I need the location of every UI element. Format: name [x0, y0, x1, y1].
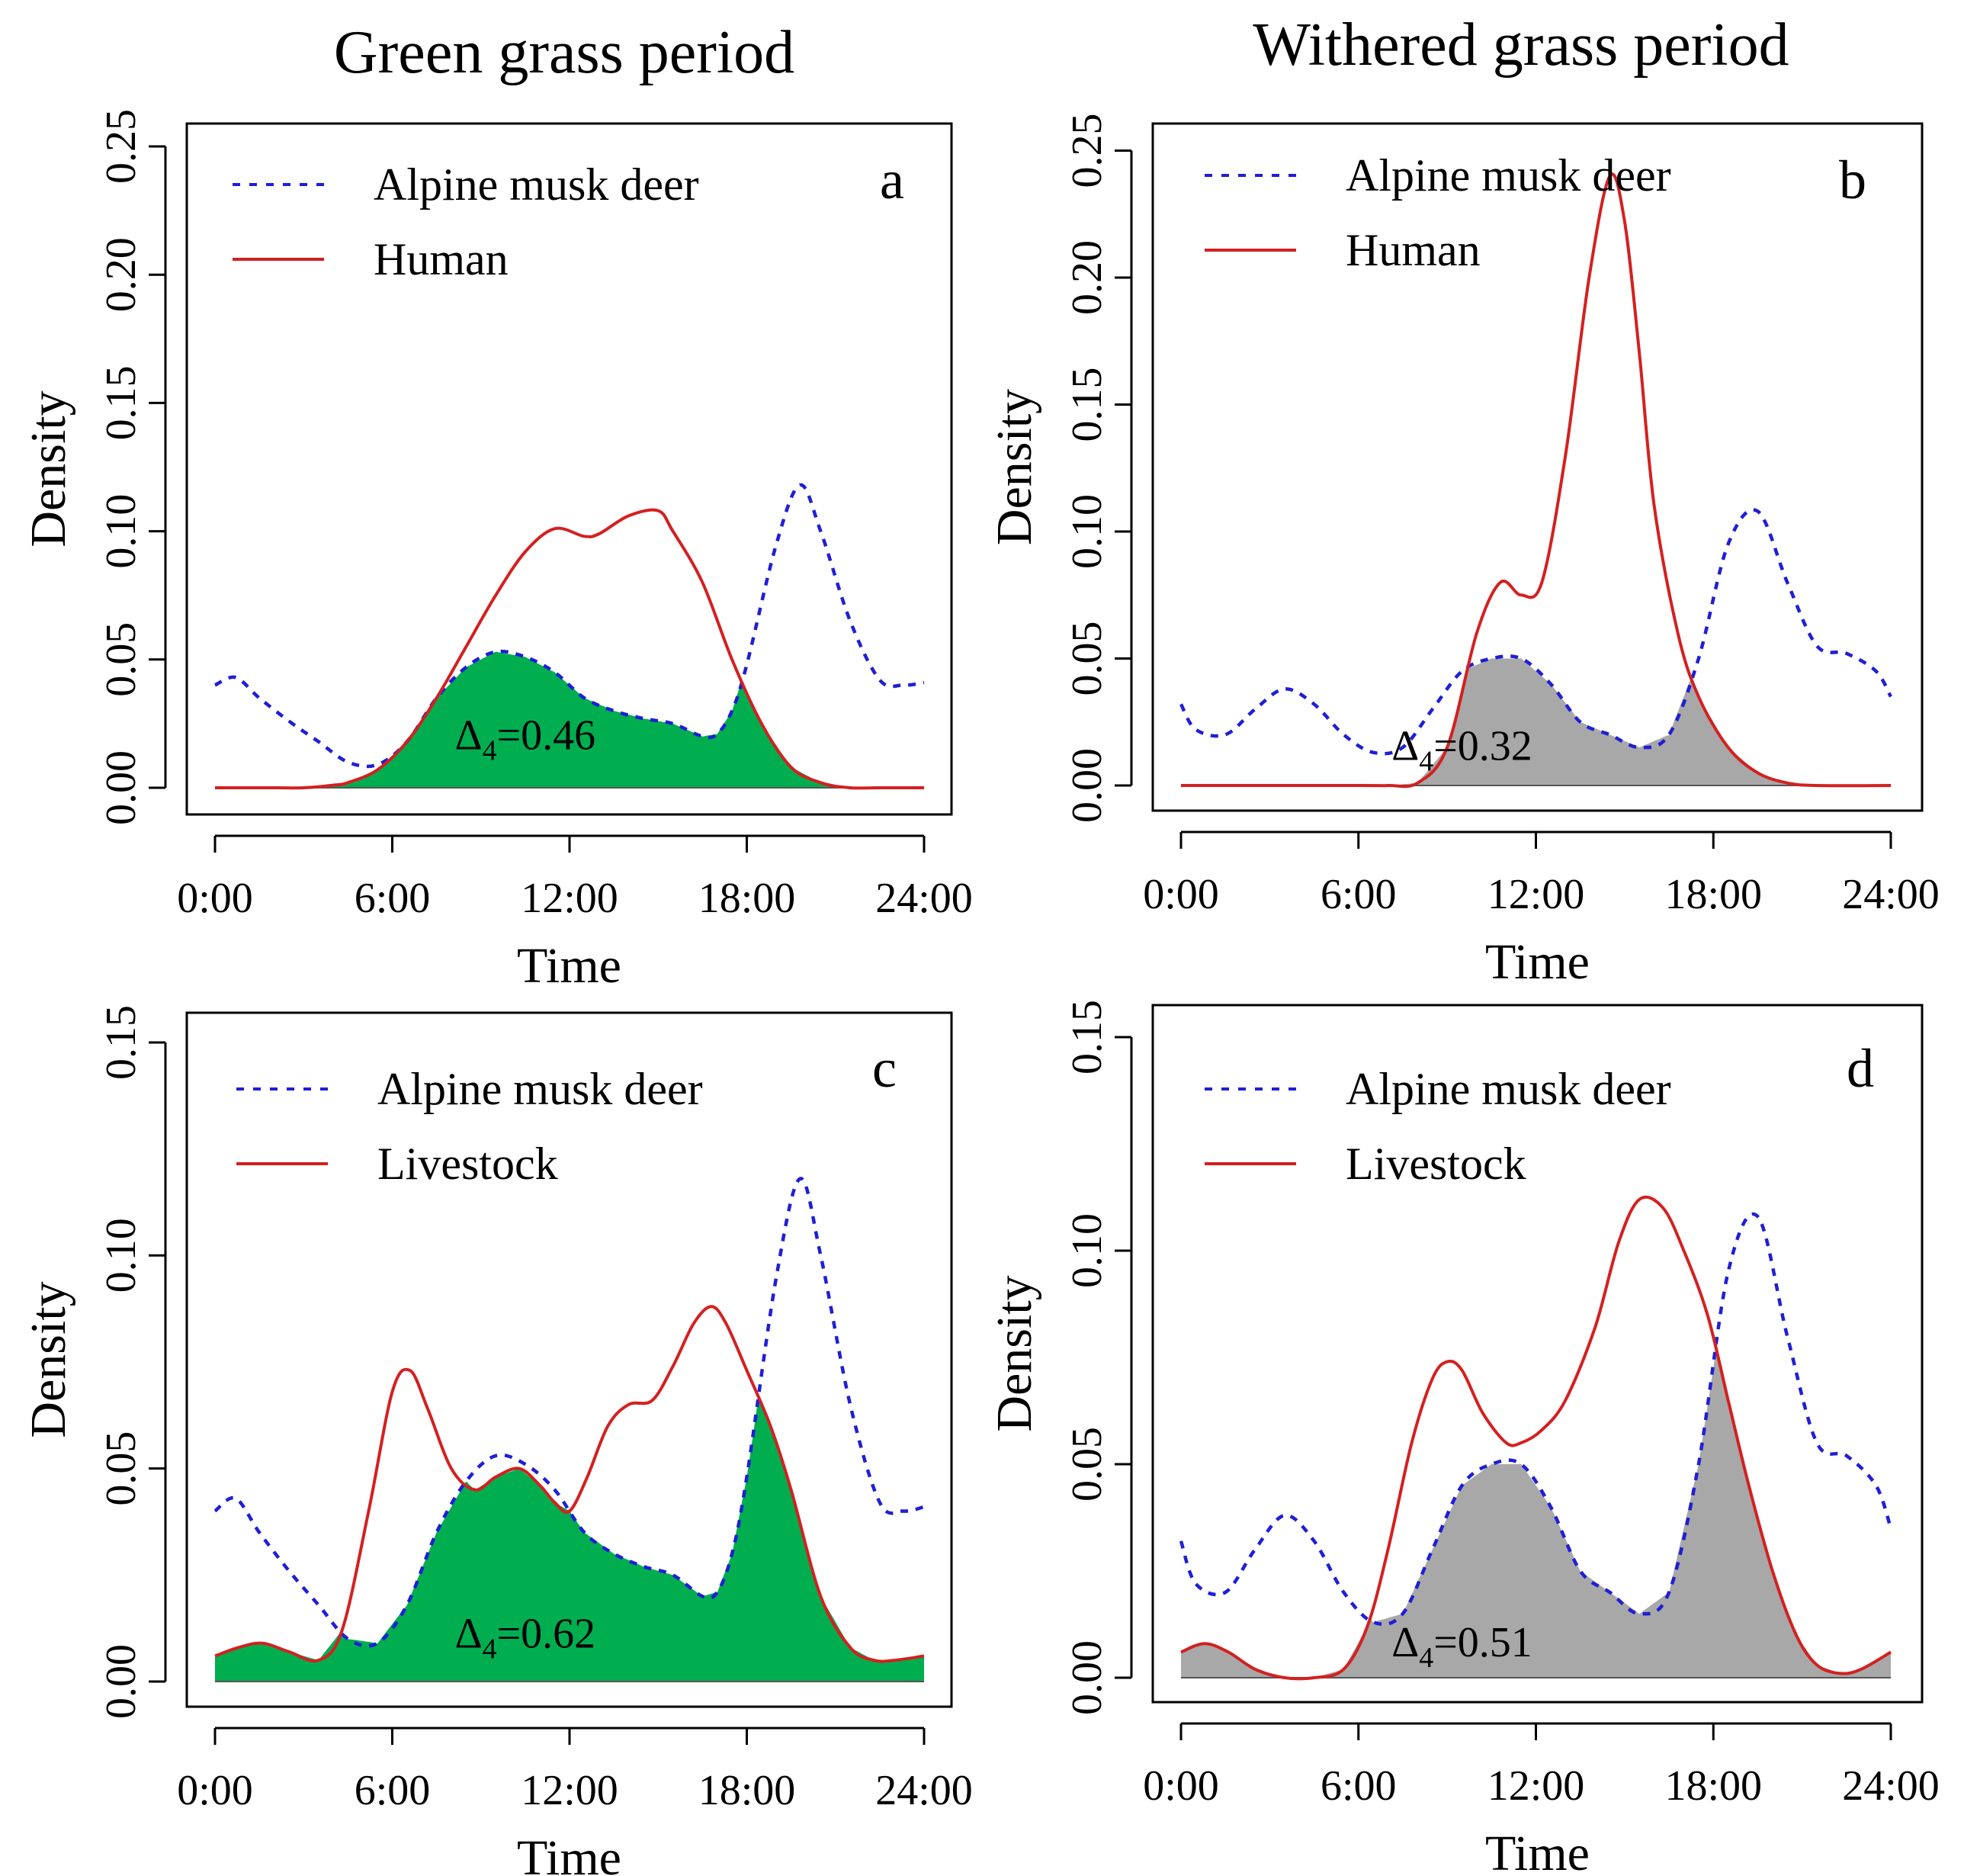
- x-axis-title: Time: [517, 1830, 621, 1876]
- overlap-area: [1181, 658, 1891, 786]
- panel-d: 0:00 6:00 12:00 18:00 24:00 0.00 0.05 0.10 0.15 T…: [987, 1000, 1940, 1876]
- overlap-area: [215, 651, 924, 789]
- y-tick-label: 0.05: [1064, 1427, 1111, 1502]
- panel-b: 0:00 6:00 12:00 18:00 24:00 0.00 0.05 0.10 0.15 0…: [987, 114, 1940, 991]
- y-tick-label: 0.10: [1064, 1213, 1111, 1288]
- y-tick-label: 0.25: [1064, 114, 1111, 188]
- plot-frame: [185, 122, 953, 816]
- panel-a: 0:00 6:00 12:00 18:00 24:00 0.00 0.05 0.10 0.15 0…: [21, 109, 973, 994]
- y-tick-label: 0.10: [1064, 494, 1111, 569]
- y-tick-label: 0.20: [1064, 240, 1111, 315]
- x-tick-label: 0:00: [1143, 1762, 1219, 1810]
- panel-letter: c: [872, 1038, 897, 1099]
- series-line-musk-deer: [1179, 1212, 1893, 1627]
- y-tick-label: 0.15: [1064, 368, 1111, 442]
- x-tick-label: 18:00: [1664, 871, 1762, 918]
- series-line-livestock: [1180, 1195, 1892, 1681]
- overlap-area: [215, 1398, 924, 1682]
- panel-letter: d: [1847, 1038, 1874, 1099]
- legend-label: Human: [1346, 225, 1481, 275]
- y-tick-label: 0.00: [98, 750, 145, 825]
- y-axis-title: Density: [987, 1275, 1042, 1431]
- x-tick-label: 24:00: [875, 875, 973, 922]
- series-line-musk-deer: [213, 1177, 925, 1648]
- y-tick-label: 0.20: [98, 237, 145, 312]
- x-tick-label: 18:00: [698, 1767, 796, 1814]
- overlap-coefficient-label: Δ4=0.32: [1391, 723, 1532, 778]
- series-line-musk-deer: [214, 483, 925, 769]
- x-tick-label: 12:00: [1487, 871, 1585, 918]
- panel-letter: a: [880, 149, 904, 210]
- x-axis-title: Time: [517, 938, 621, 994]
- column-title-withered: Withered grass period: [1253, 11, 1789, 79]
- y-tick-label: 0.25: [98, 109, 145, 184]
- overlap-area: [1181, 1351, 1891, 1678]
- x-tick-label: 0:00: [1143, 871, 1219, 918]
- y-tick-label: 0.00: [98, 1644, 145, 1719]
- overlap-coefficient-label: Δ4=0.51: [1391, 1619, 1532, 1674]
- plot-frame: [185, 1011, 953, 1708]
- plot-frame: [1151, 1004, 1924, 1704]
- x-tick-label: 12:00: [1487, 1762, 1585, 1810]
- x-tick-label: 6:00: [355, 875, 431, 922]
- x-tick-label: 12:00: [521, 1767, 618, 1814]
- column-title-green: Green grass period: [334, 19, 794, 86]
- y-tick-label: 0.15: [98, 365, 145, 440]
- y-axis-title: Density: [21, 1281, 76, 1438]
- x-tick-label: 18:00: [698, 875, 796, 922]
- overlap-coefficient-label: Δ4=0.62: [455, 1610, 596, 1665]
- legend-label: Human: [374, 234, 509, 284]
- x-tick-label: 24:00: [875, 1767, 973, 1814]
- y-tick-label: 0.05: [1064, 622, 1111, 696]
- y-tick-label: 0.10: [98, 494, 145, 569]
- y-axis-title: Density: [21, 390, 76, 547]
- y-tick-label: 0.05: [98, 1431, 145, 1506]
- x-tick-label: 0:00: [177, 1767, 253, 1814]
- y-axis-title: Density: [987, 389, 1042, 545]
- legend-label: Alpine musk deer: [1346, 1064, 1671, 1114]
- legend-label: Alpine musk deer: [377, 1064, 703, 1114]
- panel-c: 0:00 6:00 12:00 18:00 24:00 0.00 0.05 0.10 0.15 T…: [21, 1005, 973, 1876]
- series-line-livestock: [214, 1305, 925, 1663]
- legend-label: Livestock: [1346, 1139, 1526, 1189]
- legend-label: Alpine musk deer: [1346, 150, 1671, 201]
- x-tick-label: 12:00: [521, 875, 618, 922]
- x-axis-title: Time: [1485, 1826, 1590, 1876]
- x-tick-label: 6:00: [1321, 871, 1397, 918]
- y-tick-label: 0.15: [1064, 1000, 1111, 1075]
- legend-label: Alpine musk deer: [374, 159, 699, 210]
- plot-frame: [1151, 122, 1924, 812]
- x-tick-label: 24:00: [1842, 871, 1940, 918]
- series-line-human: [1181, 172, 1892, 789]
- y-tick-label: 0.00: [1064, 1640, 1111, 1715]
- overlap-coefficient-label: Δ4=0.46: [455, 712, 596, 767]
- x-axis-title: Time: [1485, 934, 1590, 990]
- panel-letter: b: [1839, 149, 1866, 210]
- x-tick-label: 6:00: [1321, 1762, 1397, 1810]
- y-tick-label: 0.05: [98, 622, 145, 697]
- series-line-human: [214, 508, 924, 790]
- y-tick-label: 0.00: [1064, 748, 1111, 823]
- legend-label: Livestock: [377, 1139, 558, 1189]
- y-tick-label: 0.15: [98, 1005, 145, 1080]
- x-tick-label: 0:00: [177, 875, 253, 922]
- x-tick-label: 6:00: [355, 1767, 431, 1814]
- y-tick-label: 0.10: [98, 1218, 145, 1293]
- x-tick-label: 24:00: [1842, 1762, 1940, 1810]
- x-tick-label: 18:00: [1664, 1762, 1762, 1810]
